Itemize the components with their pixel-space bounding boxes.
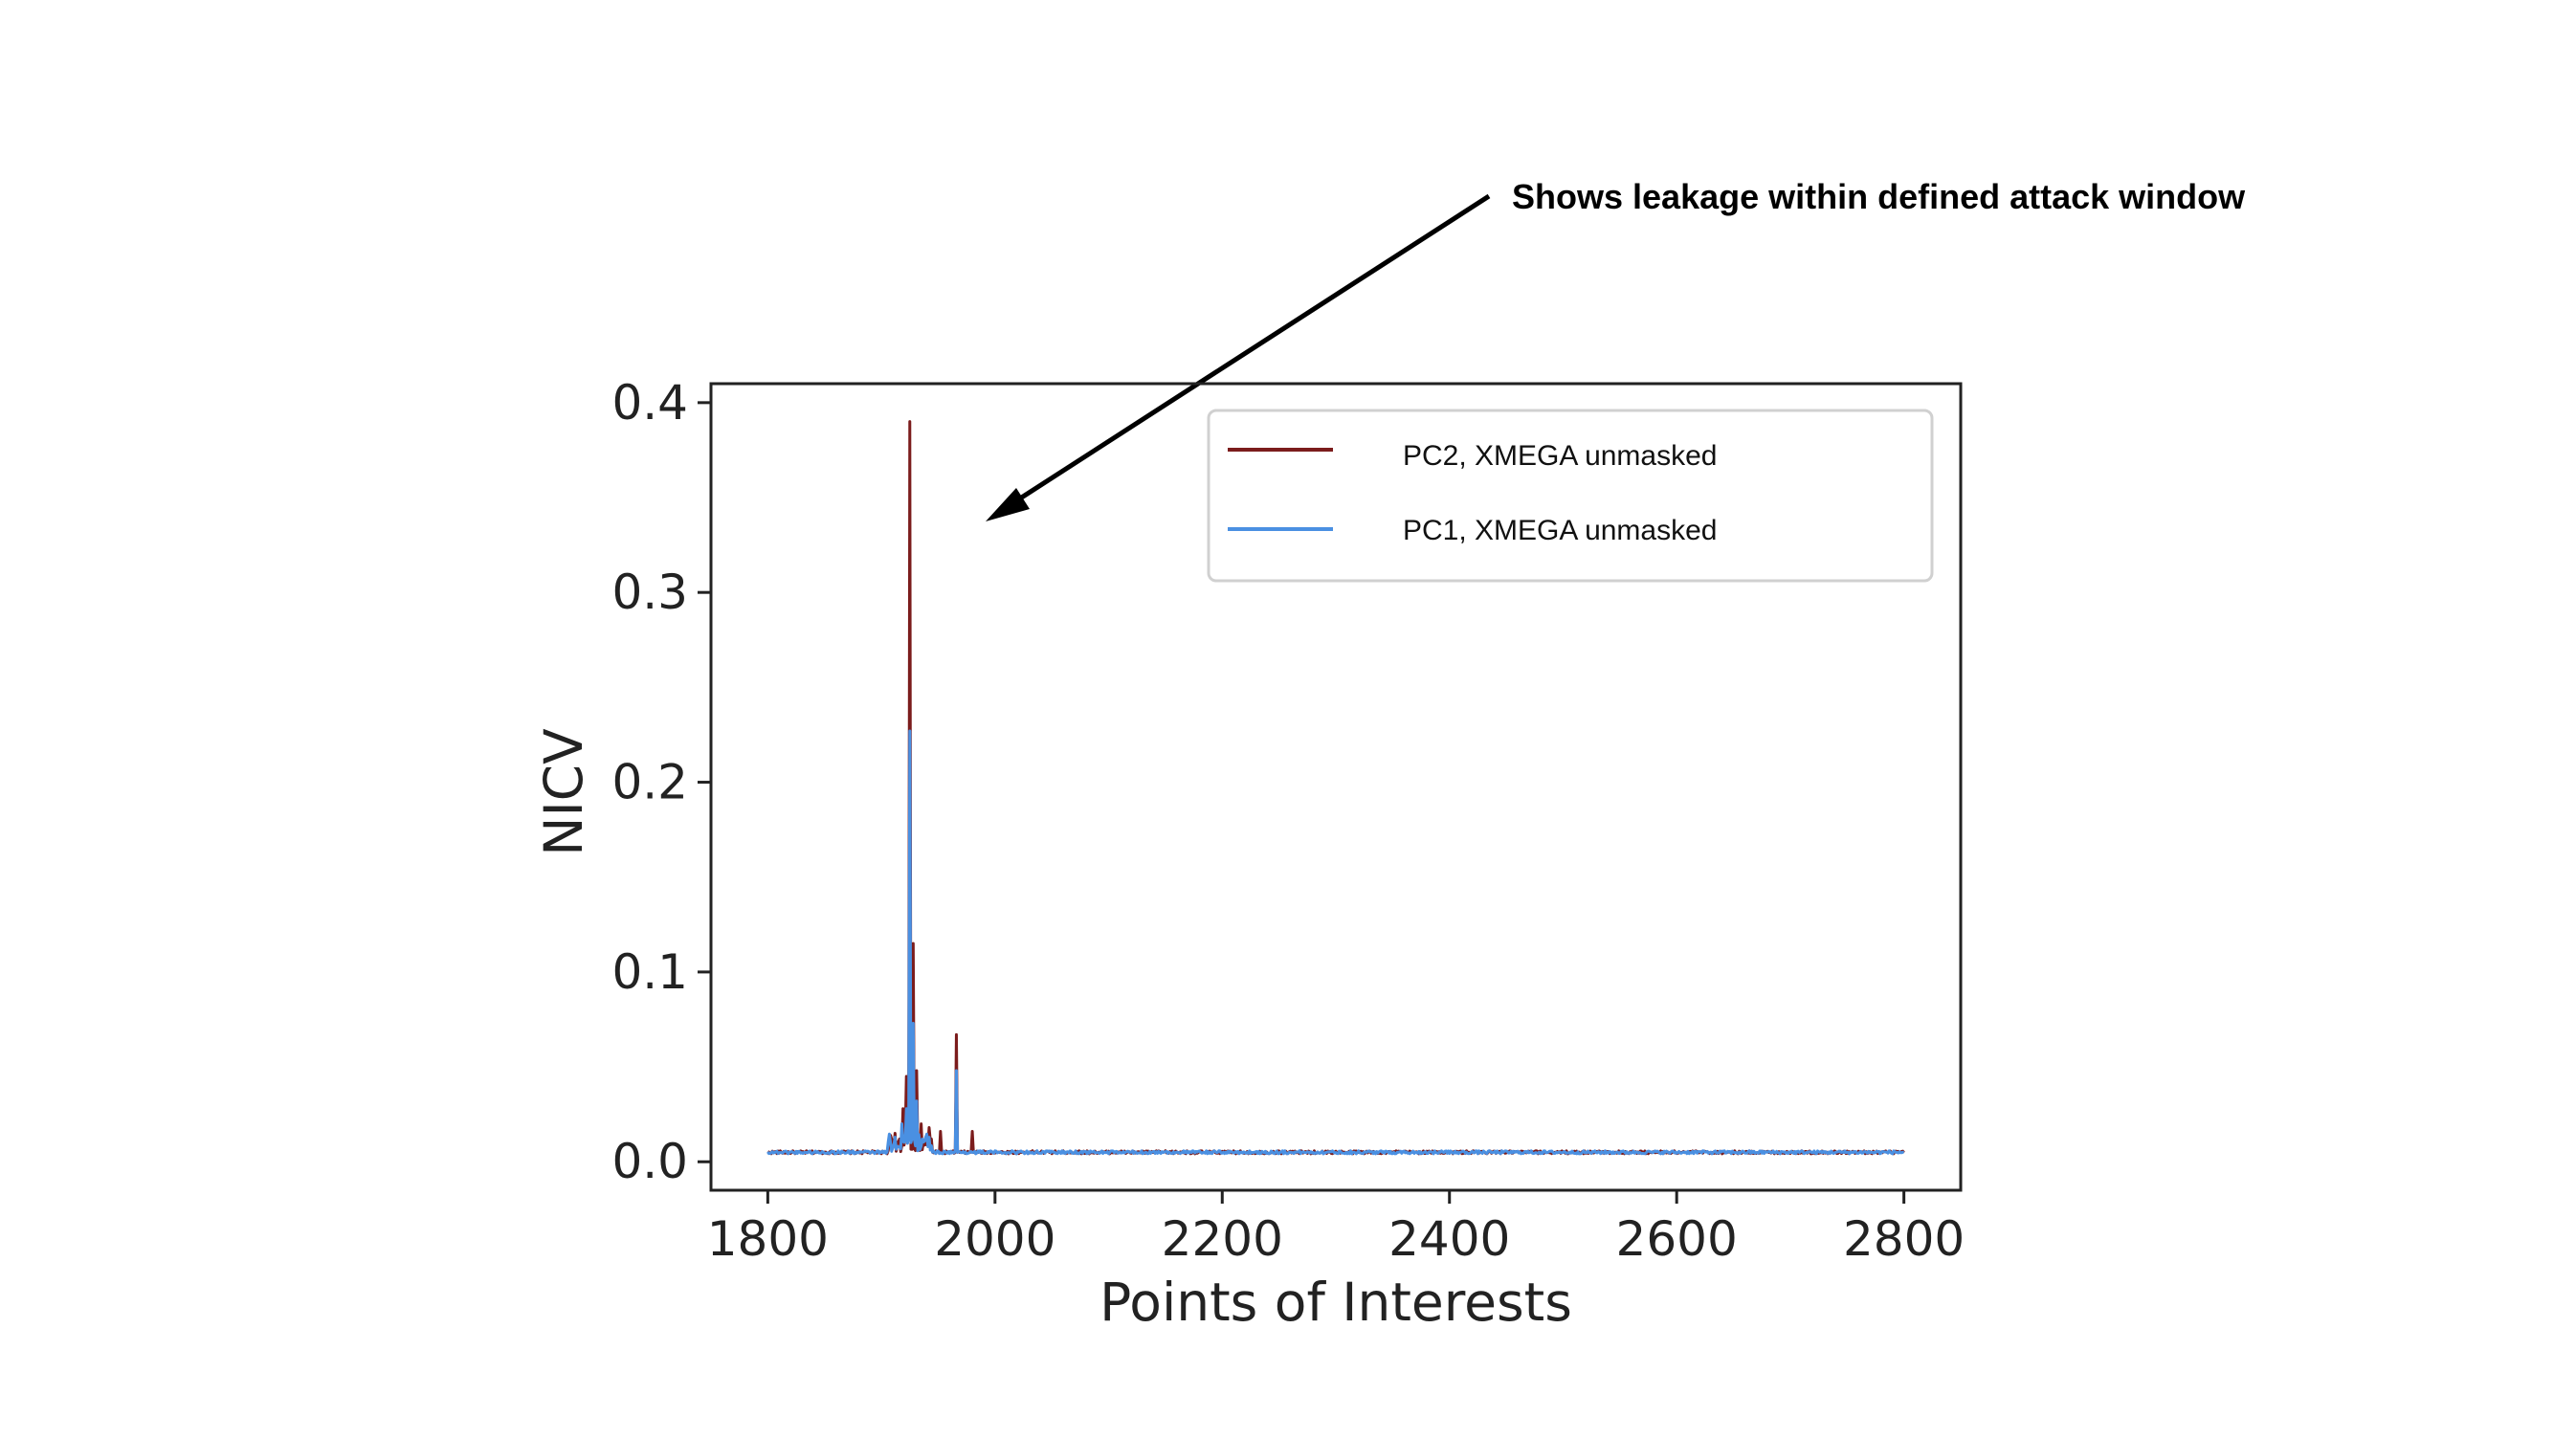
y-axis-ticks: 0.0 0.1 0.2 0.3 0.4: [611, 375, 711, 1189]
legend-box: [1207, 409, 1934, 583]
y-axis-label: NICV: [533, 728, 594, 856]
legend-label-pc2: PC2, XMEGA unmasked: [1403, 440, 1717, 472]
legend: PC2, XMEGA unmasked PC1, XMEGA unmasked: [1207, 409, 1934, 583]
y-tick-label: 0.4: [611, 375, 688, 431]
series-lines: [766, 420, 1905, 1156]
series-line-pc1: [766, 729, 1904, 1156]
annotation-arrow-line: [1005, 193, 1491, 510]
x-tick-label: 2600: [1616, 1211, 1738, 1267]
x-tick-label: 2800: [1843, 1211, 1965, 1267]
annotation-arrow-head: [986, 488, 1030, 521]
y-tick-label: 0.0: [611, 1134, 688, 1189]
legend-label-pc1: PC1, XMEGA unmasked: [1403, 515, 1717, 546]
annotation-text: Shows leakage within defined attack wind…: [1512, 177, 2246, 216]
y-tick-label: 0.2: [611, 755, 688, 810]
x-tick-label: 1800: [707, 1211, 829, 1267]
y-tick-label: 0.1: [611, 944, 688, 1000]
annotation: Shows leakage within defined attack wind…: [986, 177, 2246, 521]
x-axis-ticks: 1800 2000 2200 2400 2600 2800: [707, 1190, 1965, 1267]
plot-frame: [709, 382, 1963, 1192]
x-tick-label: 2400: [1388, 1211, 1510, 1267]
x-axis-label: Points of Interests: [1099, 1272, 1572, 1333]
x-tick-label: 2200: [1162, 1211, 1283, 1267]
y-tick-label: 0.3: [611, 565, 688, 620]
x-tick-label: 2000: [934, 1211, 1055, 1267]
